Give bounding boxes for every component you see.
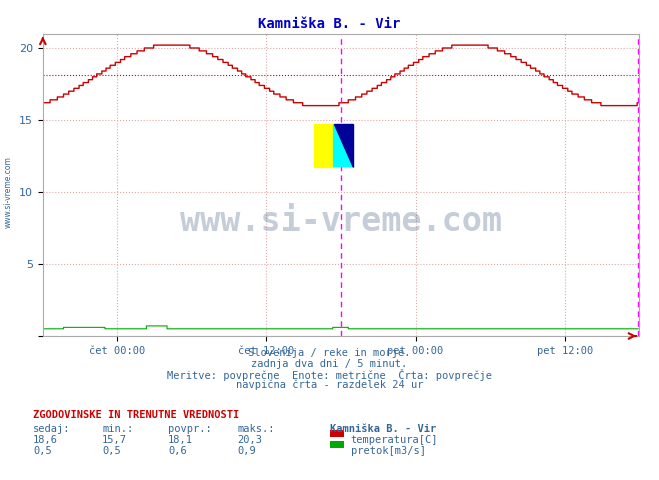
Text: www.si-vreme.com: www.si-vreme.com: [3, 156, 13, 228]
Text: pretok[m3/s]: pretok[m3/s]: [351, 446, 426, 456]
Text: 0,5: 0,5: [102, 446, 121, 456]
Text: 18,6: 18,6: [33, 435, 58, 445]
Text: min.:: min.:: [102, 424, 133, 434]
Polygon shape: [333, 124, 353, 167]
Text: 15,7: 15,7: [102, 435, 127, 445]
Bar: [314, 124, 333, 167]
Text: Kamniška B. - Vir: Kamniška B. - Vir: [258, 17, 401, 31]
Text: 18,1: 18,1: [168, 435, 193, 445]
Text: Slovenija / reke in morje.: Slovenija / reke in morje.: [248, 348, 411, 358]
Text: www.si-vreme.com: www.si-vreme.com: [180, 204, 502, 238]
Text: Meritve: povprečne  Enote: metrične  Črta: povprečje: Meritve: povprečne Enote: metrične Črta:…: [167, 369, 492, 381]
Text: 20,3: 20,3: [237, 435, 262, 445]
Text: 0,9: 0,9: [237, 446, 256, 456]
Text: zadnja dva dni / 5 minut.: zadnja dva dni / 5 minut.: [251, 359, 408, 369]
Text: sedaj:: sedaj:: [33, 424, 71, 434]
Text: navpična črta - razdelek 24 ur: navpična črta - razdelek 24 ur: [236, 380, 423, 390]
Text: 0,6: 0,6: [168, 446, 186, 456]
Polygon shape: [333, 124, 353, 167]
Text: povpr.:: povpr.:: [168, 424, 212, 434]
Text: temperatura[C]: temperatura[C]: [351, 435, 438, 445]
Text: Kamniška B. - Vir: Kamniška B. - Vir: [330, 424, 436, 434]
Text: maks.:: maks.:: [237, 424, 275, 434]
Text: ZGODOVINSKE IN TRENUTNE VREDNOSTI: ZGODOVINSKE IN TRENUTNE VREDNOSTI: [33, 410, 239, 420]
Text: 0,5: 0,5: [33, 446, 51, 456]
